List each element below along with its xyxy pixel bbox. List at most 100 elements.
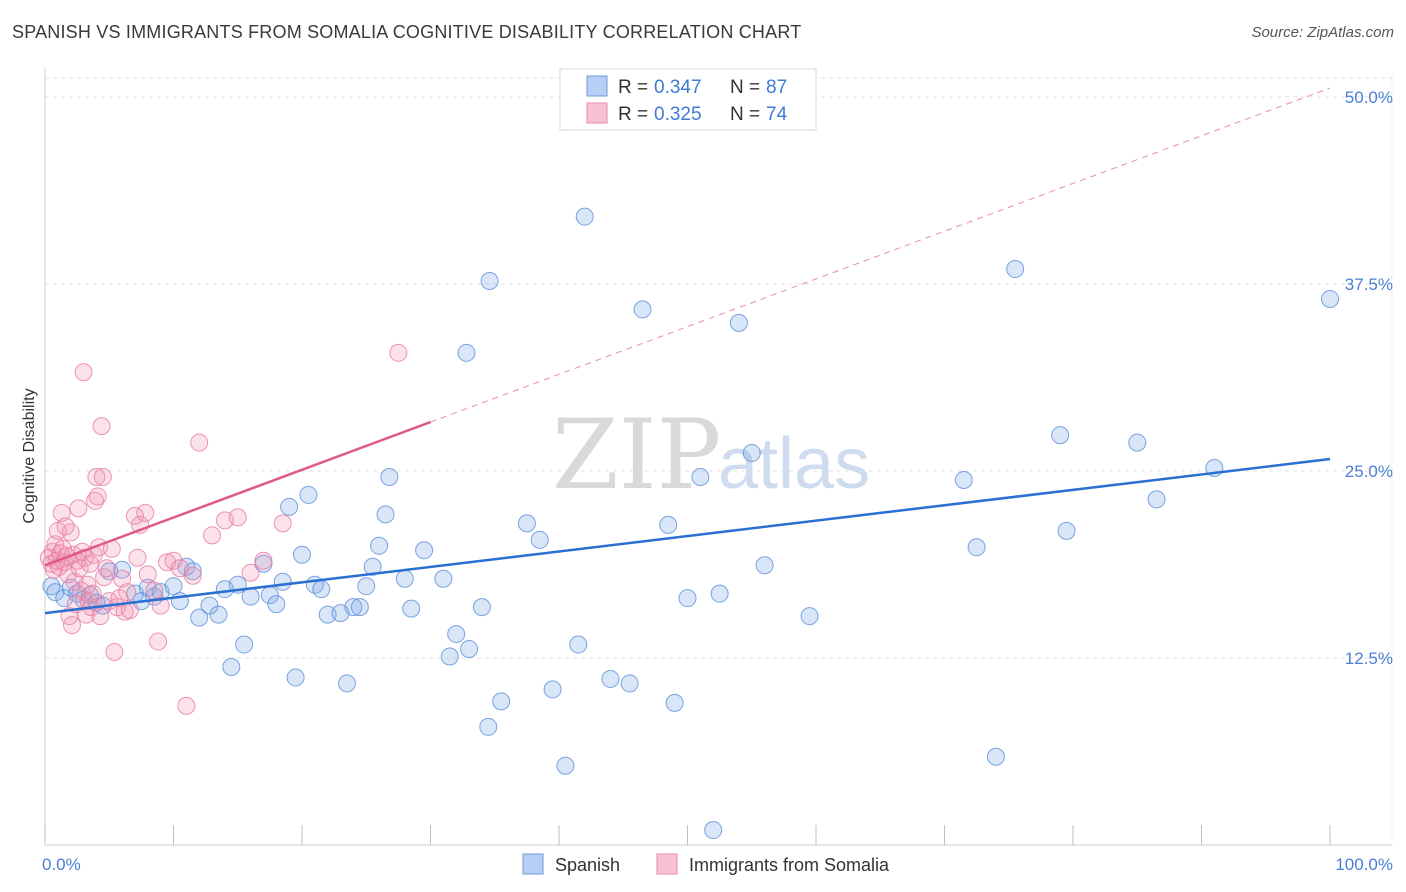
- axes: [44, 68, 1392, 846]
- point-somalia-26: [74, 363, 93, 382]
- point-spanish-85: [1128, 433, 1147, 452]
- legend-label-somalia: Immigrants from Somalia: [689, 855, 890, 875]
- point-spanish-70: [691, 467, 710, 486]
- point-spanish-45: [370, 536, 389, 555]
- point-somalia-65: [183, 566, 202, 585]
- point-somalia-46: [105, 643, 124, 662]
- point-spanish-27: [241, 587, 260, 606]
- point-somalia-66: [190, 433, 209, 452]
- point-spanish-60: [543, 680, 562, 699]
- watermark: ZIP atlas: [552, 399, 870, 511]
- point-spanish-37: [312, 580, 331, 599]
- legend-swatch-spanish: [586, 75, 608, 97]
- point-somalia-59: [149, 632, 168, 651]
- point-somalia-64: [177, 696, 196, 715]
- point-spanish-35: [299, 485, 318, 504]
- point-somalia-37: [88, 487, 107, 506]
- point-spanish-79: [954, 470, 973, 489]
- y-axis-label: Cognitive Disability: [21, 388, 38, 523]
- watermark-zip: ZIP: [552, 399, 721, 511]
- legend-n-label-somalia: N =: [730, 104, 760, 125]
- point-spanish-32: [280, 497, 299, 516]
- point-spanish-83: [1051, 426, 1070, 445]
- point-spanish-86: [1147, 490, 1166, 509]
- legend-r-label-somalia: R =: [618, 104, 648, 125]
- point-somalia-31: [80, 554, 99, 573]
- point-spanish-54: [460, 640, 479, 659]
- x-tick-label-max: 100.0%: [1335, 855, 1393, 874]
- point-spanish-76: [457, 343, 476, 362]
- point-spanish-69: [678, 589, 697, 608]
- legend-n-value-somalia: 74: [766, 104, 788, 125]
- point-spanish-47: [380, 467, 399, 486]
- point-spanish-72: [710, 584, 729, 603]
- point-spanish-74: [742, 444, 761, 463]
- point-spanish-66: [633, 300, 652, 319]
- legend-r-label-spanish: R =: [618, 77, 648, 98]
- point-spanish-44: [363, 557, 382, 576]
- point-somalia-36: [87, 467, 106, 486]
- point-somalia-52: [120, 601, 139, 620]
- source-credit: Source: ZipAtlas.com: [1251, 24, 1394, 41]
- point-spanish-68: [665, 693, 684, 712]
- point-somalia-2: [43, 542, 62, 561]
- point-somalia-70: [241, 563, 260, 582]
- y-tick-label-1: 25.0%: [1345, 462, 1393, 481]
- legend-label-spanish: Spanish: [555, 855, 620, 875]
- point-spanish-42: [350, 598, 369, 617]
- point-spanish-24: [222, 657, 241, 676]
- point-somalia-12: [56, 517, 75, 536]
- point-spanish-31: [273, 572, 292, 591]
- point-spanish-80: [967, 538, 986, 557]
- point-spanish-75: [755, 556, 774, 575]
- point-spanish-61: [556, 756, 575, 775]
- legend-swatch-bottom-spanish: [522, 853, 544, 875]
- trend-line-somalia-extrapolated: [430, 87, 1331, 423]
- point-spanish-22: [209, 605, 228, 624]
- point-spanish-84: [1057, 521, 1076, 540]
- point-somalia-22: [69, 499, 88, 518]
- point-spanish-46: [376, 505, 395, 524]
- point-spanish-62: [569, 635, 588, 654]
- legend-swatch-somalia: [586, 102, 608, 124]
- point-spanish-81: [986, 747, 1005, 766]
- point-spanish-20: [190, 608, 209, 627]
- trend-lines: [44, 87, 1331, 615]
- series-legend: Spanish Immigrants from Somalia: [522, 853, 890, 875]
- y-tick-label-0: 12.5%: [1345, 649, 1393, 668]
- point-spanish-73: [729, 313, 748, 332]
- point-somalia-16: [61, 523, 80, 542]
- point-spanish-56: [479, 717, 498, 736]
- point-spanish-88: [1321, 289, 1339, 308]
- point-somalia-69: [228, 508, 247, 527]
- point-somalia-40: [92, 417, 111, 436]
- point-somalia-58: [145, 581, 164, 600]
- point-spanish-48: [395, 569, 414, 588]
- legend-n-label-spanish: N =: [730, 77, 760, 98]
- point-somalia-53: [125, 506, 144, 525]
- point-spanish-49: [402, 599, 421, 618]
- point-somalia-14: [59, 565, 78, 584]
- correlation-legend: R = 0.347 N = 87 R = 0.325 N = 74: [559, 68, 817, 131]
- point-somalia-43: [97, 559, 116, 578]
- legend-r-value-somalia: 0.325: [654, 104, 702, 125]
- point-somalia-71: [254, 551, 273, 570]
- point-spanish-33: [286, 668, 305, 687]
- y-tick-label-2: 37.5%: [1345, 275, 1393, 294]
- point-spanish-50: [415, 541, 434, 560]
- point-somalia-51: [118, 583, 137, 602]
- trend-line-somalia: [44, 420, 431, 567]
- point-somalia-72: [273, 514, 292, 533]
- x-tick-label-min: 0.0%: [42, 855, 81, 874]
- point-spanish-64: [601, 669, 620, 688]
- y-tick-labels: 12.5% 25.0% 37.5% 50.0%: [1345, 88, 1393, 668]
- point-spanish-38: [318, 605, 337, 624]
- y-tick-label-3: 50.0%: [1345, 88, 1393, 107]
- point-somalia-41: [93, 467, 112, 486]
- trend-line-spanish: [44, 457, 1331, 615]
- point-spanish-16: [164, 577, 183, 596]
- point-spanish-43: [357, 577, 376, 596]
- point-spanish-65: [620, 674, 639, 693]
- point-spanish-59: [530, 530, 549, 549]
